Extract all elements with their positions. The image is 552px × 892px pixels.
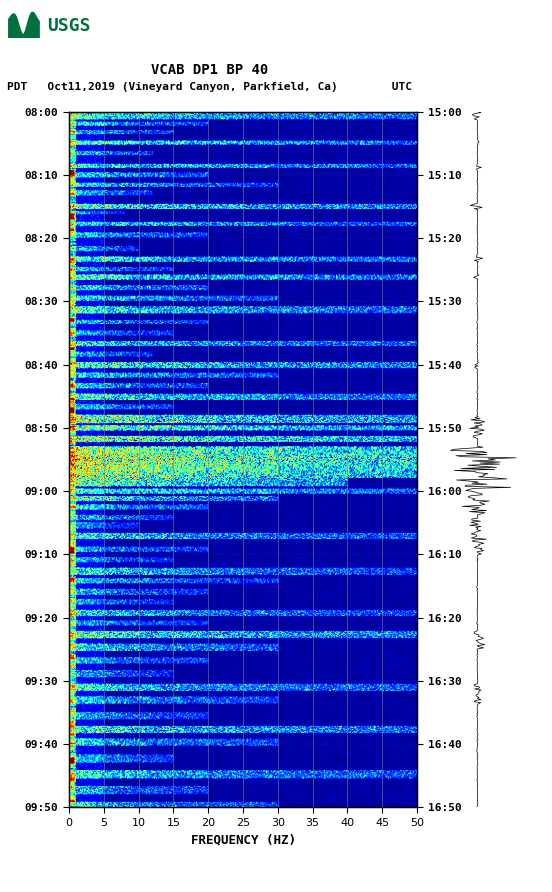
Text: VCAB DP1 BP 40: VCAB DP1 BP 40 bbox=[151, 62, 268, 77]
X-axis label: FREQUENCY (HZ): FREQUENCY (HZ) bbox=[190, 833, 295, 847]
Text: PDT   Oct11,2019 (Vineyard Canyon, Parkfield, Ca)        UTC: PDT Oct11,2019 (Vineyard Canyon, Parkfie… bbox=[7, 82, 412, 93]
Text: USGS: USGS bbox=[47, 17, 91, 35]
